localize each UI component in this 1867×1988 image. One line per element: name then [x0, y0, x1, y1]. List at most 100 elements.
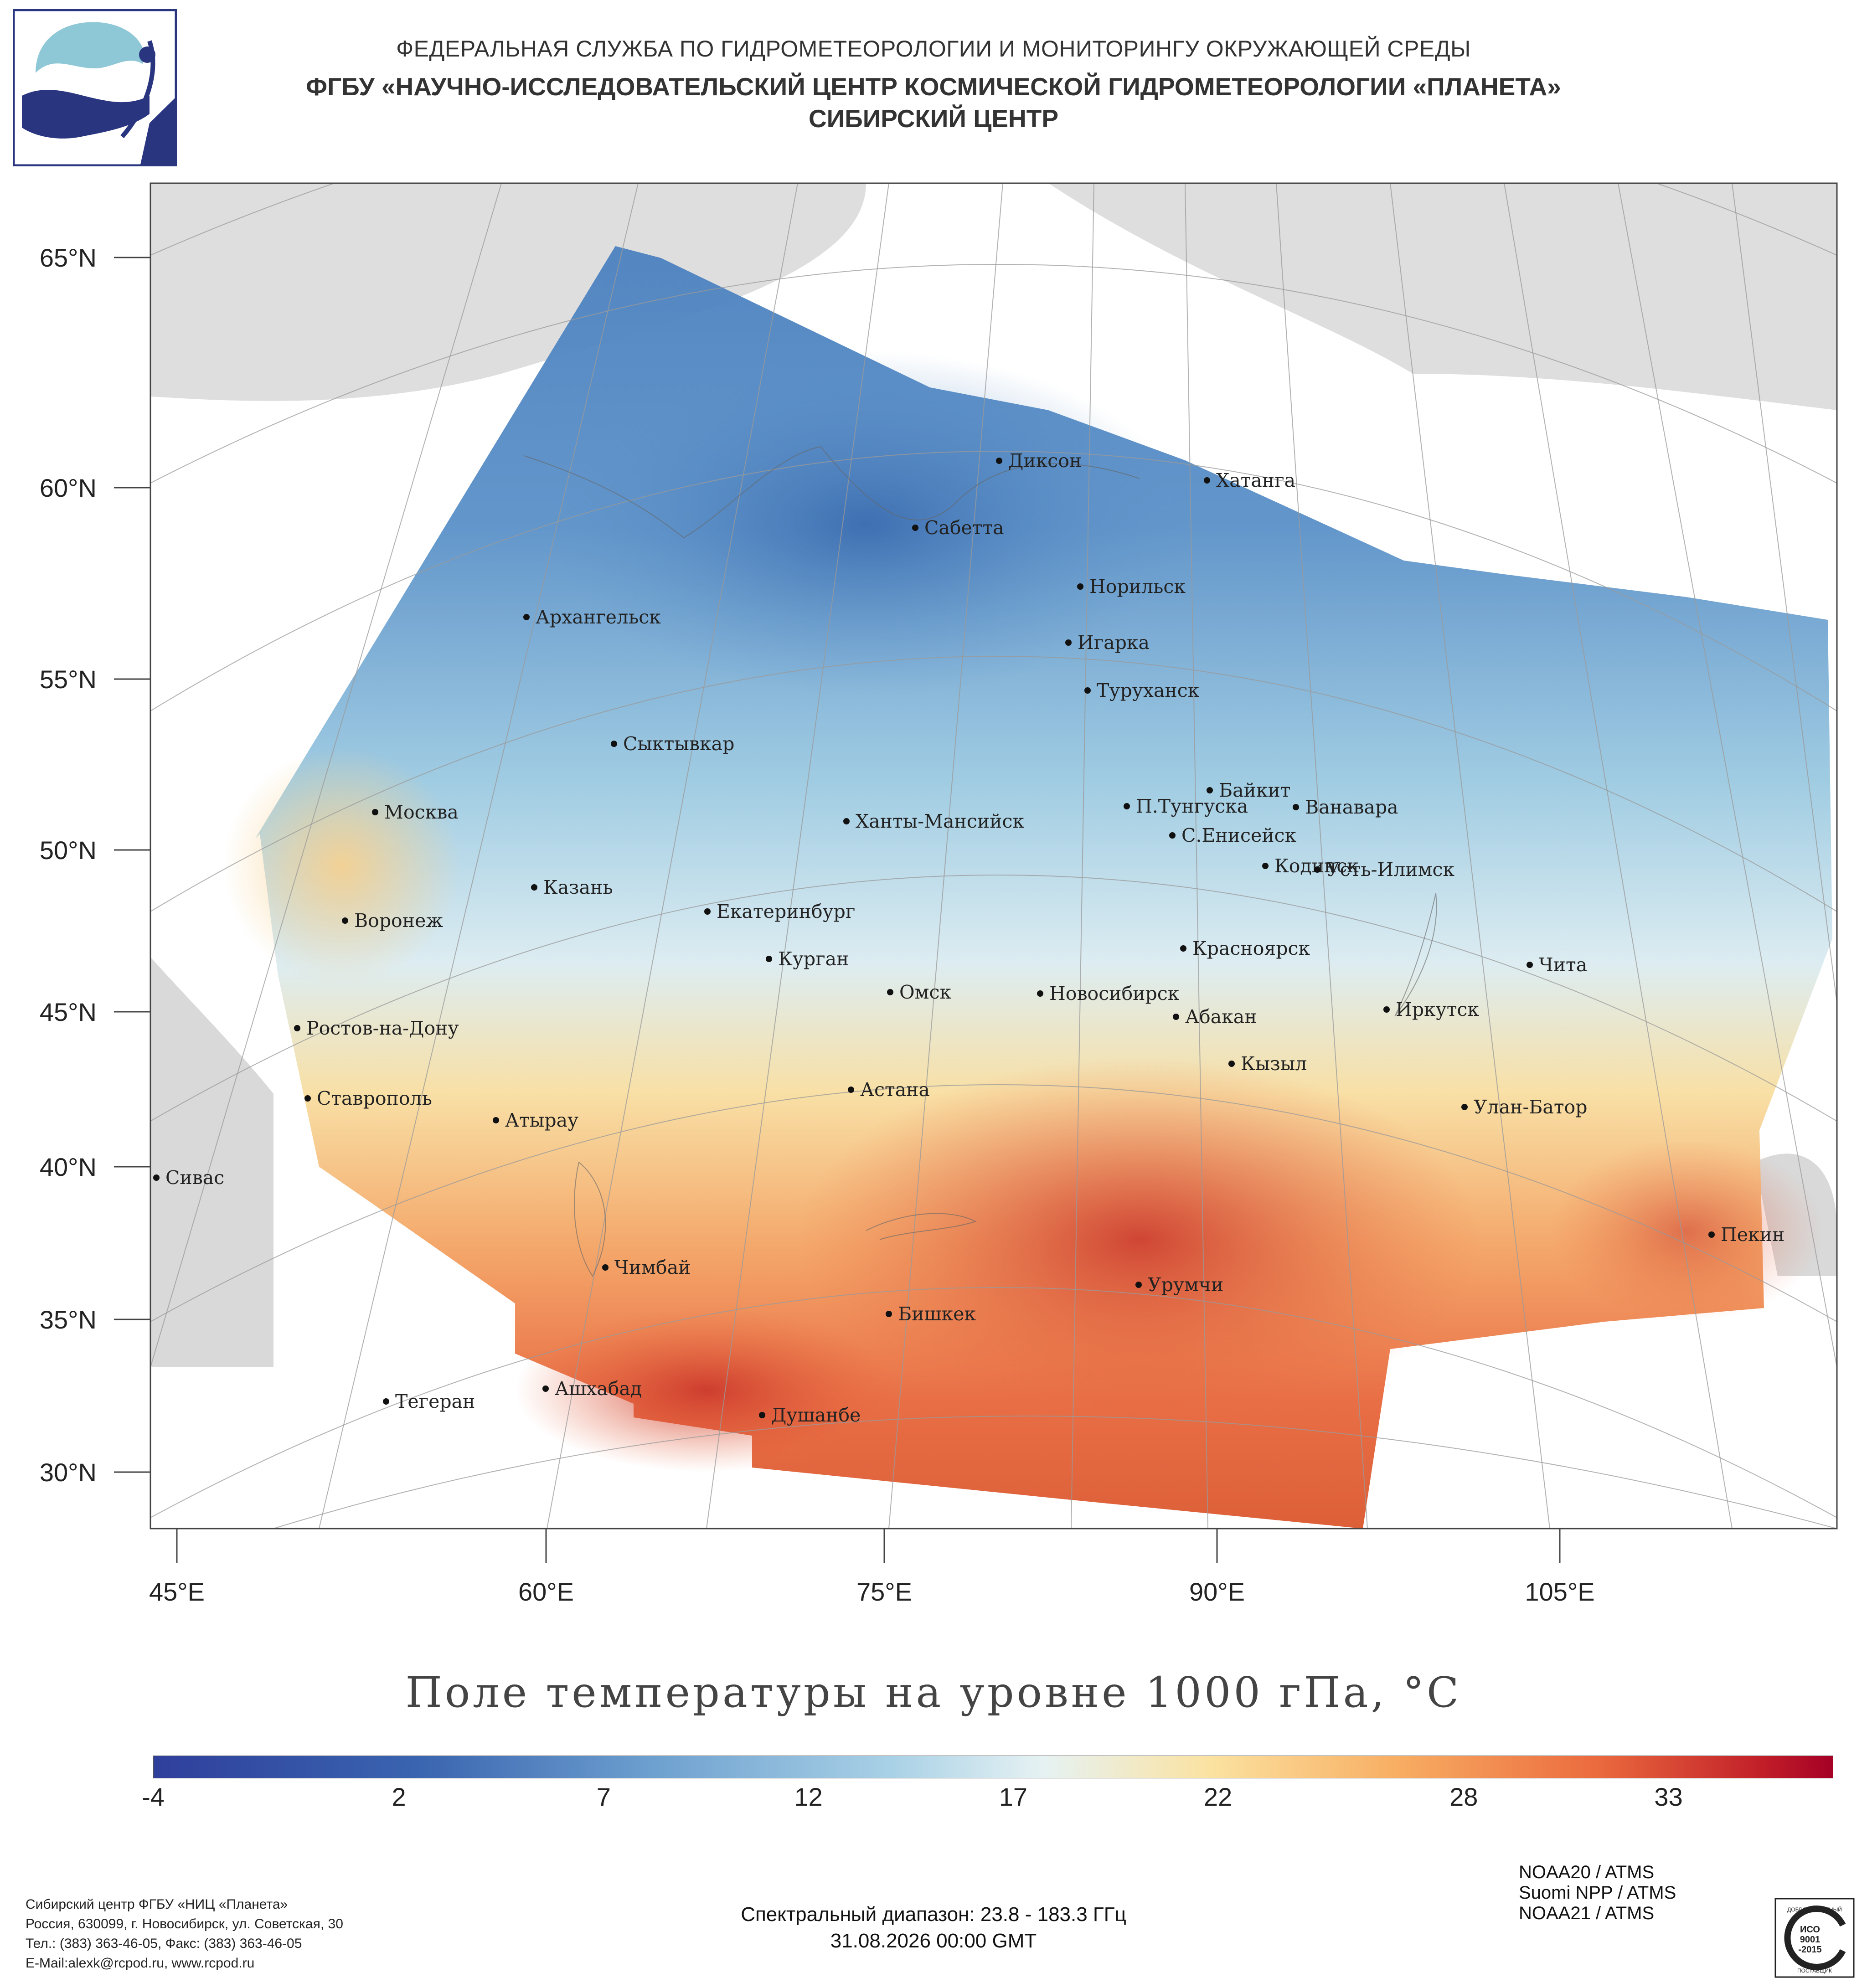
- city-marker: Ашхабад: [542, 1378, 642, 1400]
- city-marker: П.Тунгуска: [1124, 795, 1248, 817]
- longitude-label: 90°E: [1189, 1577, 1245, 1606]
- city-marker: Диксон: [996, 450, 1082, 472]
- temperature-map: 65°N 60°N 55°N 50°N 45°N 40°N 35°N 30°N 45°E 60°…: [40, 182, 1838, 1606]
- city-label: Бишкек: [898, 1303, 976, 1325]
- city-label: Диксон: [1008, 450, 1082, 472]
- city-marker: Красноярск: [1180, 937, 1310, 959]
- city-label: Пекин: [1721, 1224, 1784, 1246]
- city-label: Астана: [860, 1079, 930, 1101]
- org-line: Россия, 630099, г. Новосибирск, ул. Сове…: [26, 1916, 343, 1931]
- city-marker: Туруханск: [1084, 680, 1200, 701]
- city-label: Новосибирск: [1049, 983, 1180, 1004]
- city-label: Екатеринбург: [717, 901, 855, 922]
- latitude-label: 55°N: [40, 665, 97, 694]
- city-label: Москва: [384, 801, 459, 823]
- city-marker: Абакан: [1173, 1006, 1257, 1028]
- city-dot: [759, 1412, 765, 1418]
- city-label: Хатанга: [1216, 469, 1295, 491]
- city-dot: [383, 1398, 389, 1405]
- city-label: Ханты-Мансийск: [856, 810, 1024, 832]
- latitude-label: 35°N: [40, 1305, 97, 1334]
- city-marker: Омск: [887, 981, 951, 1003]
- colorbar-tick-label: 12: [794, 1782, 823, 1811]
- map-title: Поле температуры на уровне 1000 гПа, °C: [405, 1668, 1462, 1717]
- city-marker: Чимбай: [602, 1257, 691, 1278]
- spectral-range: Спектральный диапазон: 23.8 - 183.3 ГГц: [741, 1903, 1126, 1926]
- city-label: Душанбе: [771, 1404, 861, 1426]
- city-dot: [912, 525, 918, 531]
- colorbar-tick-label: 22: [1204, 1782, 1233, 1811]
- svg-text:ИСО: ИСО: [1800, 1925, 1820, 1935]
- city-dot: [1169, 832, 1176, 839]
- product-info: Спектральный диапазон: 23.8 - 183.3 ГГц …: [0, 1901, 1867, 1954]
- city-marker: Чита: [1527, 954, 1587, 976]
- center-name: СИБИРСКИЙ ЦЕНТР: [808, 104, 1059, 133]
- city-label: П.Тунгуска: [1136, 795, 1248, 817]
- colorbar-tick-label: 2: [392, 1782, 406, 1811]
- city-dot: [1135, 1282, 1142, 1288]
- city-dot: [342, 917, 348, 924]
- city-dot: [1293, 804, 1299, 810]
- instrument: NOAA21 / ATMS: [1519, 1903, 1655, 1923]
- city-dot: [1228, 1061, 1235, 1067]
- city-dot: [1383, 1006, 1390, 1013]
- city-dot: [493, 1117, 499, 1123]
- city-dot: [294, 1025, 300, 1031]
- city-marker: Москва: [372, 801, 459, 823]
- city-label: Омск: [899, 981, 951, 1003]
- city-label: Архангельск: [536, 606, 661, 628]
- colorbar-tick-label: 28: [1449, 1782, 1478, 1811]
- city-marker: Атырау: [493, 1109, 578, 1131]
- city-marker: Сабетта: [912, 517, 1004, 539]
- city-label: Курган: [778, 948, 849, 970]
- instrument: Suomi NPP / ATMS: [1519, 1883, 1676, 1903]
- city-dot: [542, 1385, 549, 1392]
- instrument-list: NOAA20 / ATMS Suomi NPP / ATMS NOAA21 / …: [1519, 1862, 1676, 1924]
- city-dot: [1037, 990, 1043, 997]
- iso-certificate-badge: ДОБРОСОВЕСТНЫЙ ИСО 9001 -2015 ПОСТАВЩИК: [1774, 1898, 1855, 1978]
- city-marker: Хатанга: [1204, 469, 1295, 491]
- city-label: Ростов-на-Дону: [306, 1017, 459, 1039]
- city-dot: [1262, 863, 1269, 869]
- city-label: Урумчи: [1148, 1274, 1223, 1296]
- city-marker: Урумчи: [1135, 1274, 1223, 1296]
- city-dot: [1084, 687, 1091, 694]
- city-marker: Ставрополь: [304, 1087, 432, 1109]
- city-dot: [531, 884, 537, 891]
- city-marker: Кызыл: [1228, 1053, 1307, 1075]
- latitude-label: 60°N: [40, 474, 97, 502]
- city-marker: Бишкек: [886, 1303, 976, 1325]
- colorbar: [153, 1756, 1833, 1778]
- city-marker: Сыктывкар: [611, 733, 734, 755]
- city-dot: [704, 908, 711, 915]
- city-dot: [848, 1087, 854, 1093]
- city-label: Иркутск: [1396, 999, 1479, 1020]
- city-label: Абакан: [1185, 1006, 1257, 1028]
- city-label: Байкит: [1219, 779, 1291, 801]
- svg-text:9001: 9001: [1800, 1935, 1821, 1945]
- city-label: Ашхабад: [555, 1378, 642, 1400]
- city-marker: Ханты-Мансийск: [843, 810, 1024, 832]
- city-dot: [611, 741, 617, 747]
- svg-text:-2015: -2015: [1798, 1945, 1821, 1955]
- city-marker: Ростов-на-Дону: [294, 1017, 459, 1039]
- city-label: Воронеж: [354, 910, 443, 932]
- latitude-label: 45°N: [40, 998, 97, 1026]
- org-line: Сибирский центр ФГБУ «НИЦ «Планета»: [26, 1897, 288, 1912]
- city-marker: Байкит: [1207, 779, 1291, 801]
- city-marker: Иркутск: [1383, 999, 1479, 1020]
- city-marker: Казань: [531, 876, 613, 898]
- city-marker: Екатеринбург: [704, 901, 855, 922]
- city-label: Ставрополь: [317, 1087, 432, 1109]
- longitude-label: 60°E: [518, 1577, 574, 1606]
- city-marker: Курган: [766, 948, 849, 970]
- city-dot: [1204, 477, 1210, 484]
- latitude-label: 50°N: [40, 836, 97, 865]
- colorbar-tick-label: 7: [596, 1782, 611, 1811]
- city-label: Красноярск: [1192, 937, 1310, 959]
- svg-text:ПОСТАВЩИК: ПОСТАВЩИК: [1797, 1967, 1832, 1974]
- city-marker: Игарка: [1065, 632, 1150, 654]
- city-dot: [1124, 803, 1130, 809]
- org-line: Тел.: (383) 363-46-05, Факс: (383) 363-4…: [26, 1936, 302, 1951]
- city-dot: [766, 956, 772, 962]
